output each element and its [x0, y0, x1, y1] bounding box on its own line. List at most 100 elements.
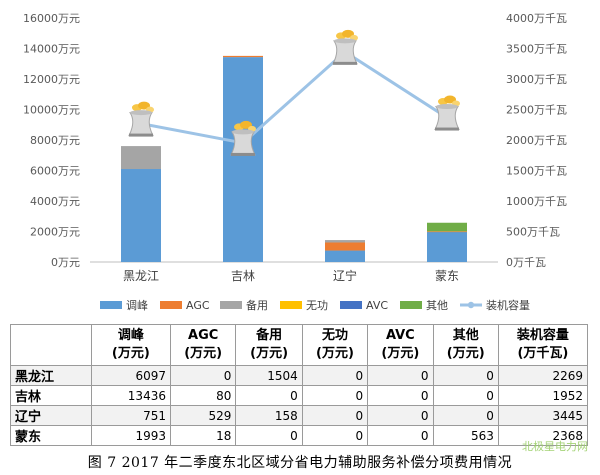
y-right-tick-label: 1500万千瓦: [506, 165, 567, 178]
y-right-tick-label: 0万千瓦: [506, 256, 546, 269]
bar-segment: [121, 146, 161, 170]
category-label: 吉林: [231, 269, 255, 283]
legend-item: 备用: [220, 298, 268, 312]
y-left-tick-label: 4000万元: [30, 195, 80, 208]
bar-segment: [427, 222, 467, 232]
table-cell: 2269: [497, 365, 589, 386]
y-right-tick-label: 3500万千瓦: [506, 43, 567, 56]
legend-label: 调峰: [126, 299, 148, 312]
table-cell: 1952: [497, 385, 589, 406]
y-right-tick-label: 1000万千瓦: [506, 195, 567, 208]
table-row: 吉林 13436 80 0 0 0 0 1952: [10, 385, 589, 406]
table-cell: 529: [169, 405, 237, 426]
table-cell: 0: [301, 365, 369, 386]
legend-item: AGC: [160, 299, 210, 312]
table-cell: 0: [367, 385, 434, 406]
table-cell: 0: [367, 425, 434, 446]
table-cell: 0: [432, 385, 499, 406]
chart: 0万元 2000万元 4000万元 6000万元 8000万元 10000万元 12000万…: [23, 12, 567, 312]
y-left-tick-label: 14000万元: [23, 43, 80, 56]
watermark: 北极星电力网: [522, 440, 588, 453]
power-plant-icon: [128, 101, 154, 137]
legend-label: 其他: [426, 299, 448, 312]
category-label: 辽宁: [333, 268, 357, 283]
bar-segment: [121, 169, 161, 262]
y-left-tick-label: 6000万元: [30, 165, 80, 178]
bar-segment: [223, 57, 263, 263]
y-right-tick-label: 3000万千瓦: [506, 73, 567, 86]
table-cell: 751: [90, 405, 171, 426]
capacity-line: [140, 50, 448, 145]
legend-item: 调峰: [100, 299, 148, 312]
legend-marker: [467, 301, 475, 309]
legend-item: 无功: [280, 299, 328, 312]
table-header-cell: AGC (万元): [169, 324, 237, 366]
table-cell: 0: [235, 425, 303, 446]
table-cell: 0: [169, 365, 237, 386]
table-cell: 3445: [497, 405, 589, 426]
table-cell: 1504: [235, 365, 303, 386]
table-cell: 0: [432, 365, 499, 386]
bar-segment: [325, 250, 365, 262]
left-axis: 0万元 2000万元 4000万元 6000万元 8000万元 10000万元 12000万…: [23, 12, 80, 269]
table-cell: 80: [169, 385, 237, 406]
table-cell: 0: [301, 405, 369, 426]
y-right-tick-label: 500万千瓦: [506, 226, 560, 239]
y-right-tick-label: 4000万千瓦: [506, 12, 567, 25]
line-series: [140, 50, 448, 145]
legend-item: 装机容量: [460, 298, 530, 312]
table-row: 辽宁 751 529 158 0 0 0 3445: [10, 405, 589, 426]
table-cell: 158: [235, 405, 303, 426]
table-header-cell: 备用 (万元): [235, 324, 303, 366]
y-left-tick-label: 12000万元: [23, 73, 80, 86]
bar-segment: [427, 231, 467, 233]
legend-swatch: [100, 301, 122, 309]
figure-caption: 图 7 2017 年二季度东北区域分省电力辅助服务补偿分项费用情况: [87, 455, 513, 471]
row-header: 吉林: [10, 385, 92, 406]
y-left-tick-label: 10000万元: [23, 104, 80, 117]
bars: [121, 55, 467, 263]
table-cell: 0: [301, 385, 369, 406]
y-left-tick-label: 0万元: [51, 256, 80, 269]
legend-label: 无功: [306, 299, 328, 312]
legend-swatch: [220, 301, 242, 309]
category-labels: 黑龙江 吉林 辽宁 蒙东: [123, 268, 459, 283]
y-left-tick-label: 2000万元: [30, 226, 80, 239]
table-cell: 0: [432, 405, 499, 426]
legend-swatch: [160, 301, 182, 309]
power-plant-icon: [434, 95, 460, 131]
table-header-cell: 无功 (万元): [301, 324, 369, 366]
legend-label: AGC: [186, 299, 210, 312]
category-label: 黑龙江: [123, 269, 159, 283]
table-header-cell: 装机容量 (万千瓦): [497, 324, 589, 366]
table-cell: 0: [367, 365, 434, 386]
y-right-tick-label: 2500万千瓦: [506, 104, 567, 117]
power-plant-icon: [332, 29, 358, 65]
legend-swatch: [340, 301, 362, 309]
legend-label: 备用: [246, 298, 268, 312]
y-left-tick-label: 8000万元: [30, 134, 80, 147]
row-header: 蒙东: [10, 425, 92, 446]
legend-swatch: [280, 301, 302, 309]
y-right-tick-label: 2000万千瓦: [506, 134, 567, 147]
table-row: 黑龙江 6097 0 1504 0 0 0 2269: [10, 365, 589, 386]
data-table: 调峰 (万元) AGC (万元) 备用 (万元) 无功 (万元) AVC (万元) 其他(…: [10, 324, 589, 446]
table-cell: 18: [169, 425, 237, 446]
table-cell: 1993: [90, 425, 171, 446]
table-cell: 0: [235, 385, 303, 406]
table-row: 蒙东 1993 18 0 0 0 563 2368: [10, 425, 589, 446]
table-cell: 13436: [90, 385, 171, 406]
table-cell: 6097: [90, 365, 171, 386]
category-label: 蒙东: [435, 269, 459, 283]
table-header-cell: AVC (万元): [367, 324, 434, 366]
table-cell: 0: [367, 405, 434, 426]
legend-label: AVC: [366, 299, 388, 312]
legend-swatch: [400, 301, 422, 309]
row-header: 辽宁: [10, 405, 92, 426]
table-cell: 0: [301, 425, 369, 446]
bar-segment: [223, 55, 263, 58]
bar-segment: [427, 231, 467, 262]
table-cell: 563: [432, 425, 499, 446]
table-header-cell: [10, 324, 92, 366]
table-header-cell: 调峰 (万元): [90, 324, 171, 366]
